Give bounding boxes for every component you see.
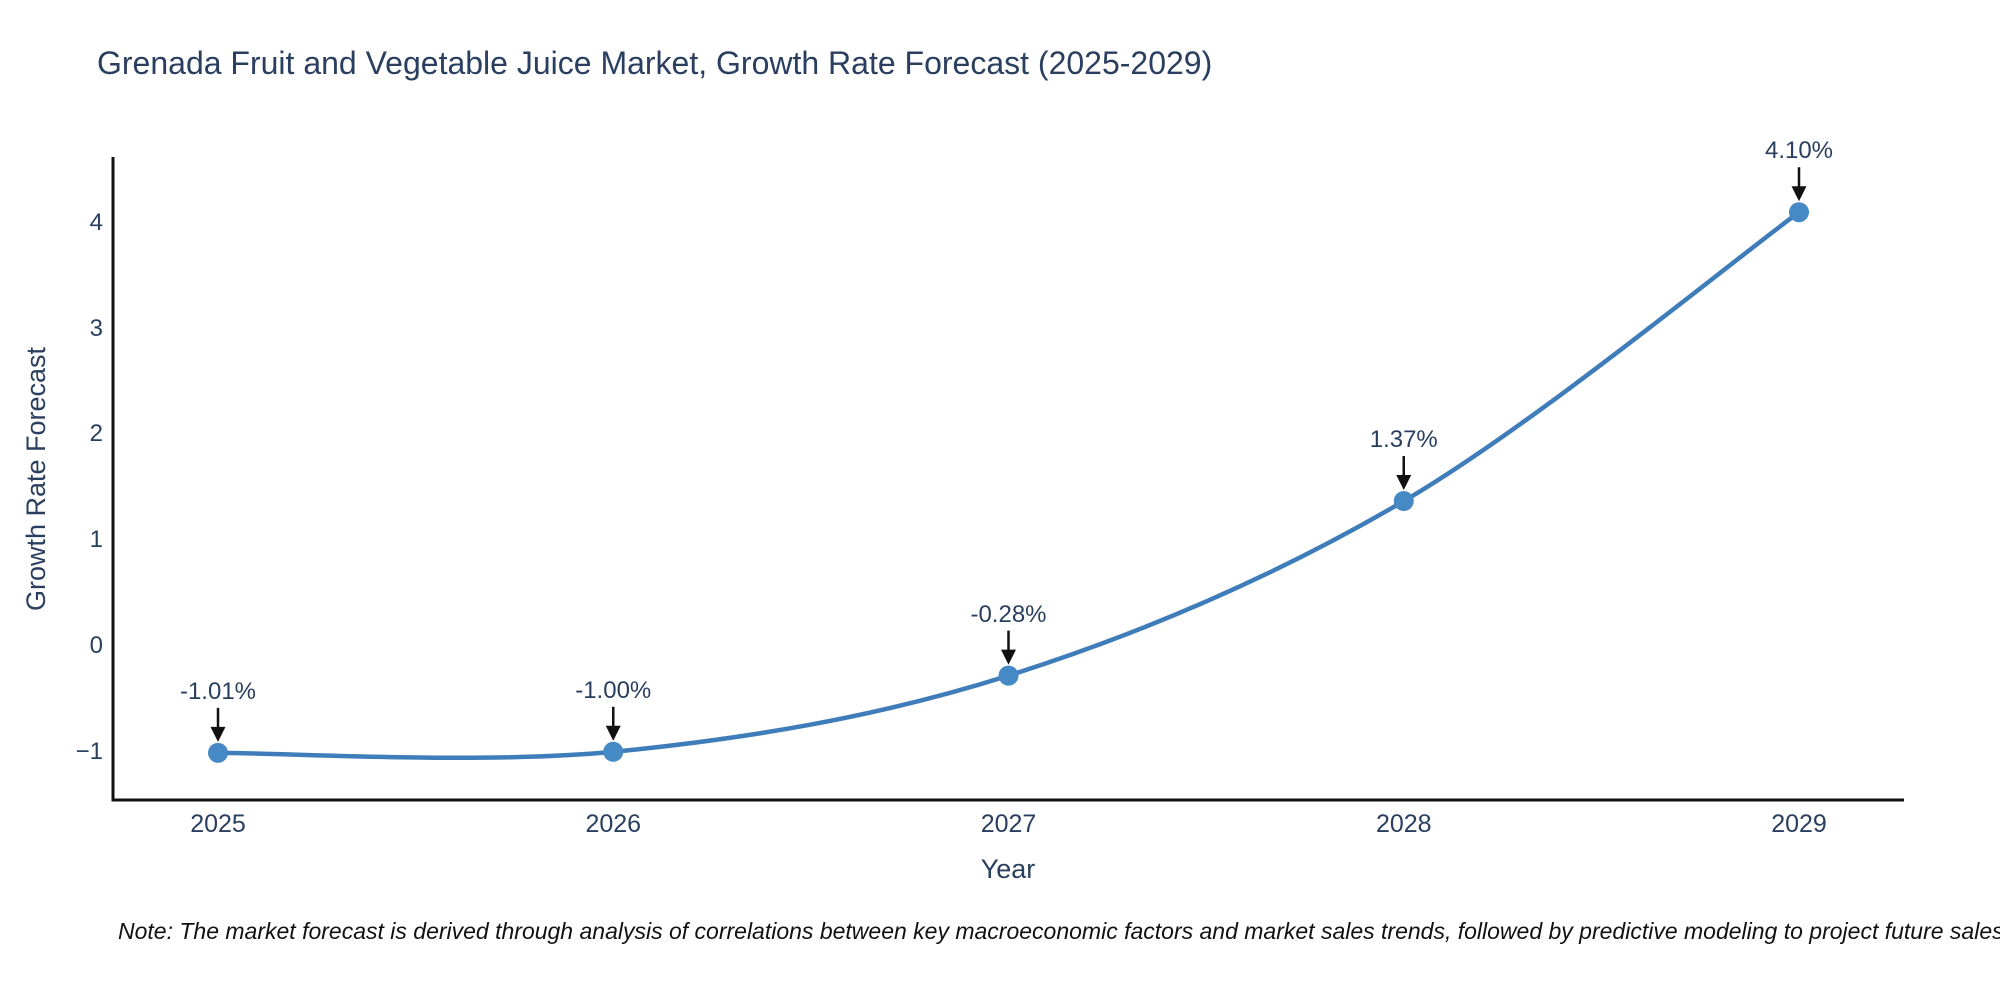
data-point-marker-2029[interactable]	[1789, 202, 1809, 223]
x-tick-label: 2027	[980, 810, 1037, 838]
annotation-arrow-head	[1791, 186, 1807, 202]
forecast-spline-line	[215, 209, 1802, 761]
x-tick-label: 2025	[190, 810, 246, 838]
data-point-marker-2027[interactable]	[998, 665, 1019, 686]
annotation-label-2029: 4.10%	[1764, 137, 1834, 165]
annotation-arrow-head	[1396, 475, 1412, 491]
y-tick-label: 4	[89, 208, 103, 236]
annotation-arrow-head	[1001, 649, 1016, 665]
y-tick-label: −1	[75, 737, 103, 765]
data-point-marker-2028[interactable]	[1393, 491, 1414, 512]
annotation-arrow-head	[210, 726, 226, 742]
annotation-label-2026: -1.00%	[575, 676, 652, 704]
annotation-label-2027: -0.28%	[970, 600, 1047, 628]
data-point-marker-2025[interactable]	[208, 742, 228, 763]
annotation-arrow-head	[605, 725, 621, 741]
x-tick-label: 2028	[1375, 810, 1432, 838]
annotation-label-2025: -1.01%	[179, 677, 257, 705]
x-tick-label: 2026	[585, 810, 642, 838]
y-tick-label: 3	[89, 314, 103, 342]
y-tick-label: 2	[89, 420, 103, 448]
footnote: Note: The market forecast is derived thr…	[118, 918, 2000, 944]
x-axis-title: Year	[980, 854, 1036, 884]
annotation-label-2028: 1.37%	[1369, 426, 1438, 454]
data-point-marker-2026[interactable]	[603, 741, 624, 762]
y-tick-label: 0	[89, 632, 103, 659]
chart-title: Grenada Fruit and Vegetable Juice Market…	[97, 45, 1213, 81]
x-tick-label: 2029	[1771, 810, 1827, 838]
y-tick-label: 1	[89, 526, 103, 554]
